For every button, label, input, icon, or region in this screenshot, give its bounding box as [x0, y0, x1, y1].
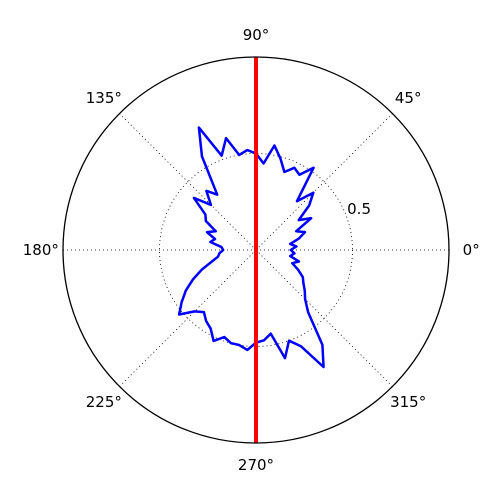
series-line-0 [177, 126, 325, 369]
polar-frame [62, 56, 450, 444]
radial-tick-label-0: 0.5 [347, 200, 371, 218]
tick-labels: 0° 45° 90° 135° 180° 225° 270° 315° 0.5 [23, 26, 480, 474]
series-layer [177, 57, 325, 443]
angular-tick-label-3: 135° [86, 89, 122, 107]
angular-gridline-1 [255, 113, 393, 251]
angular-gridline-5 [119, 249, 257, 387]
angular-tick-label-6: 270° [238, 456, 274, 474]
angular-tick-label-1: 45° [395, 89, 422, 107]
angular-tick-label-4: 180° [23, 241, 59, 259]
angular-gridline-7 [255, 249, 393, 387]
angular-tick-label-5: 225° [86, 393, 122, 411]
angular-tick-label-7: 315° [390, 393, 426, 411]
angular-gridline-3 [119, 113, 257, 251]
angular-tick-label-2: 90° [243, 26, 270, 44]
angular-tick-label-0: 0° [463, 241, 480, 259]
